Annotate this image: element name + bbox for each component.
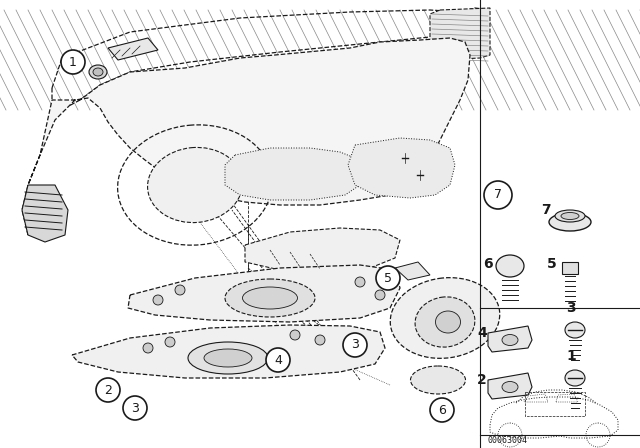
Ellipse shape	[435, 311, 461, 333]
FancyBboxPatch shape	[562, 262, 578, 274]
Text: 5: 5	[547, 257, 557, 271]
Ellipse shape	[225, 279, 315, 317]
Polygon shape	[488, 326, 532, 352]
Circle shape	[343, 333, 367, 357]
Circle shape	[290, 330, 300, 340]
Text: 7: 7	[541, 203, 551, 217]
Circle shape	[484, 181, 512, 209]
Text: 2: 2	[477, 373, 487, 387]
Polygon shape	[225, 148, 360, 200]
Ellipse shape	[561, 212, 579, 220]
Text: 6: 6	[438, 404, 446, 417]
Ellipse shape	[555, 210, 585, 222]
Circle shape	[61, 50, 85, 74]
Circle shape	[315, 335, 325, 345]
Ellipse shape	[549, 213, 591, 231]
Circle shape	[153, 295, 163, 305]
Ellipse shape	[502, 382, 518, 392]
Polygon shape	[22, 38, 470, 235]
Polygon shape	[108, 38, 158, 60]
Circle shape	[266, 348, 290, 372]
Circle shape	[376, 266, 400, 290]
Ellipse shape	[148, 147, 243, 223]
Ellipse shape	[93, 68, 103, 76]
Polygon shape	[245, 228, 400, 272]
Text: 4: 4	[274, 353, 282, 366]
Circle shape	[375, 290, 385, 300]
Polygon shape	[72, 325, 385, 378]
Ellipse shape	[243, 287, 298, 309]
Ellipse shape	[502, 335, 518, 345]
Polygon shape	[395, 262, 430, 280]
Ellipse shape	[188, 342, 268, 374]
Text: 7: 7	[494, 189, 502, 202]
Polygon shape	[22, 185, 68, 242]
Polygon shape	[430, 8, 490, 60]
Ellipse shape	[496, 255, 524, 277]
Ellipse shape	[89, 65, 107, 79]
Ellipse shape	[390, 278, 500, 358]
Circle shape	[165, 337, 175, 347]
Text: 4: 4	[477, 326, 487, 340]
Circle shape	[430, 398, 454, 422]
Text: 1: 1	[69, 56, 77, 69]
Text: 6: 6	[483, 257, 493, 271]
Ellipse shape	[415, 297, 475, 347]
Text: 3: 3	[351, 339, 359, 352]
Ellipse shape	[565, 322, 585, 338]
Text: 00063004: 00063004	[487, 436, 527, 445]
Circle shape	[96, 378, 120, 402]
Text: 3: 3	[131, 401, 139, 414]
Text: 2: 2	[104, 383, 112, 396]
Circle shape	[175, 285, 185, 295]
Text: 5: 5	[384, 271, 392, 284]
Circle shape	[355, 277, 365, 287]
Text: 1: 1	[566, 349, 576, 363]
Circle shape	[143, 343, 153, 353]
Circle shape	[123, 396, 147, 420]
Polygon shape	[488, 373, 532, 399]
Ellipse shape	[410, 366, 465, 394]
Ellipse shape	[204, 349, 252, 367]
Text: 3: 3	[566, 301, 576, 315]
Polygon shape	[128, 265, 400, 322]
Polygon shape	[348, 138, 455, 198]
Ellipse shape	[565, 370, 585, 386]
